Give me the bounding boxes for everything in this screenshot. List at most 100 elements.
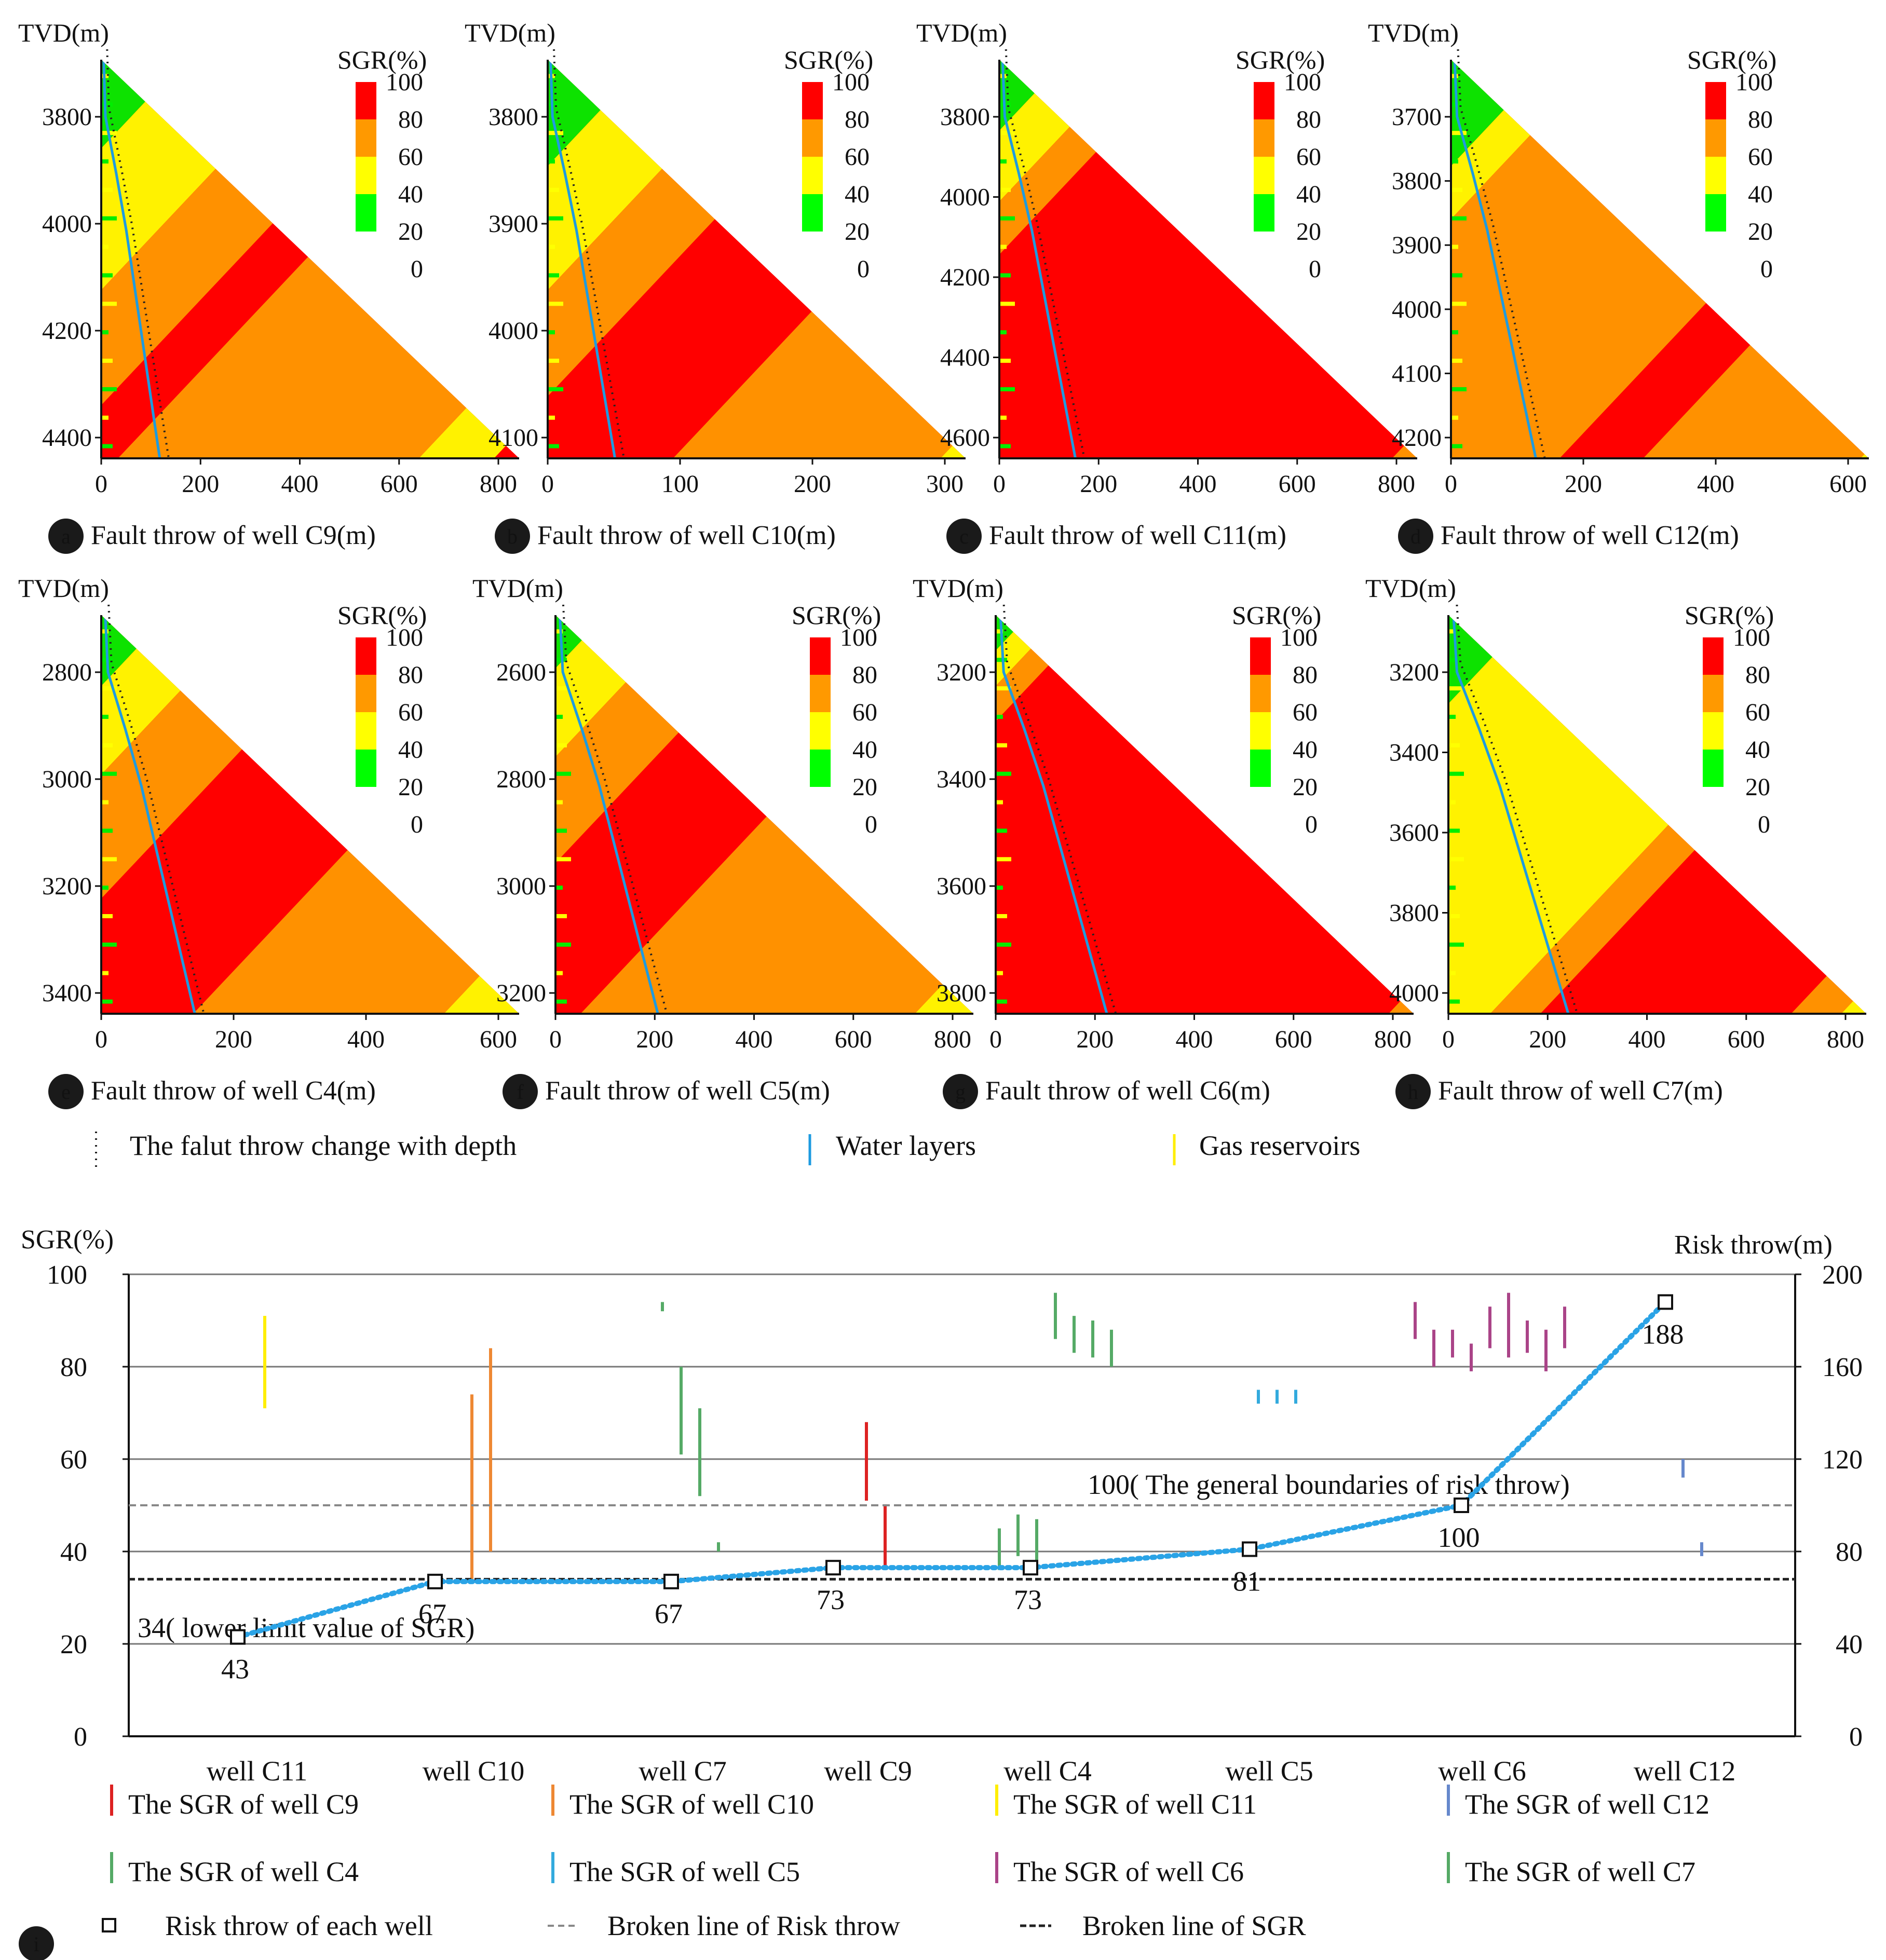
colorbar-tick-label: 40	[1296, 181, 1321, 208]
x-tick-label: 600	[381, 470, 418, 498]
colorbar-tick-label: 0	[865, 811, 877, 838]
legend-label: The SGR of well C12	[1465, 1789, 1709, 1820]
sgr-zone	[999, 60, 1184, 458]
colorbar-segment	[356, 675, 376, 712]
colorbar-tick-label: 0	[857, 255, 870, 283]
fault-throw-curve	[562, 604, 668, 1014]
x-tick-label: 0	[95, 470, 107, 498]
sgr-speckle	[1451, 216, 1467, 221]
panel-caption: Fault throw of well C5(m)	[545, 1076, 830, 1106]
y-tick-label: 4400	[940, 344, 990, 372]
water-legend-text: Water layers	[836, 1130, 976, 1161]
category-label: well C6	[1438, 1755, 1526, 1787]
x-tick-label: 0	[541, 470, 554, 498]
colorbar-tick-label: 80	[1748, 106, 1773, 133]
sgr-speckle	[548, 330, 555, 335]
colorbar-segment	[1703, 750, 1724, 787]
colorbar-segment	[810, 675, 831, 712]
colorbar-tick-label: 0	[411, 811, 423, 838]
y-tick-label: 4600	[940, 424, 990, 452]
panel-caption: Fault throw of well C11(m)	[989, 521, 1286, 550]
sgr-speckle	[555, 857, 571, 862]
sgr-speckle	[555, 629, 563, 634]
y-tick-label: 3400	[937, 766, 986, 793]
colorbar-title: SGR(%)	[1236, 45, 1325, 74]
colorbar-segment	[1250, 712, 1271, 750]
left-tick-label: 20	[60, 1630, 87, 1659]
risk-throw-marker	[427, 1573, 443, 1589]
y-tick-label: 3700	[1392, 103, 1442, 131]
x-tick-label: 200	[215, 1026, 252, 1053]
x-tick-label: 600	[1829, 470, 1867, 498]
colorbar-tick-label: 100	[840, 624, 877, 651]
colorbar-tick-label: 60	[852, 699, 877, 726]
colorbar-segment	[1250, 750, 1271, 787]
sgr-speckle	[555, 771, 571, 776]
colorbar-tick-label: 100	[1280, 624, 1318, 651]
water-layer-line	[999, 615, 1108, 1014]
x-tick-label: 400	[281, 470, 319, 498]
panel-letter: b	[507, 525, 518, 548]
left-tick-label: 80	[60, 1353, 87, 1382]
sgr-speckle	[101, 743, 113, 747]
category-label: well C10	[423, 1755, 525, 1787]
risk-throw-value-label: 43	[221, 1654, 249, 1685]
sgr-speckle	[999, 216, 1015, 221]
sgr-speckle	[1448, 686, 1464, 691]
colorbar-tick-label: 80	[398, 106, 423, 133]
colorbar-tick-label: 80	[1293, 661, 1318, 689]
right-axis-title: Risk throw(m)	[1674, 1230, 1833, 1260]
sgr-speckle	[996, 686, 1011, 691]
colorbar-tick-label: 40	[1745, 736, 1770, 764]
colorbar-title: SGR(%)	[337, 45, 427, 74]
colorbar-segment	[1254, 82, 1274, 119]
sgr-speckle	[555, 999, 567, 1004]
colorbar-tick-label: 20	[1293, 773, 1318, 801]
colorbar-tick-label: 100	[386, 624, 423, 651]
right-tick-label: 80	[1836, 1537, 1863, 1567]
y-tick-label: 4200	[940, 264, 990, 291]
sgr-speckle	[555, 886, 563, 890]
sgr-speckle	[1451, 244, 1458, 249]
colorbar-tick-label: 40	[1293, 736, 1318, 764]
sgr-speckle	[555, 800, 563, 805]
colorbar-segment	[810, 637, 831, 675]
panel-letter-badge	[943, 1074, 978, 1109]
legend-risk-marker-label: Risk throw of each well	[165, 1910, 433, 1941]
y-tick-label: 3800	[1389, 900, 1439, 927]
risk-throw-marker	[825, 1560, 841, 1576]
x-tick-label: 200	[1529, 1026, 1566, 1053]
colorbar-tick-label: 80	[1745, 661, 1770, 689]
y-tick-label: 4000	[489, 317, 538, 345]
sgr-speckle	[1451, 302, 1467, 306]
sgr-speckle	[101, 273, 113, 278]
sgr-speckle	[101, 444, 113, 448]
sgr-zone	[1451, 60, 1602, 458]
y-tick-label: 3400	[42, 979, 92, 1007]
x-tick-label: 800	[1378, 470, 1415, 498]
sgr-speckle	[996, 658, 1007, 662]
sgr-speckle	[555, 828, 567, 833]
y-axis-label: TVD(m)	[1365, 574, 1456, 603]
colorbar-segment	[1703, 675, 1724, 712]
y-axis-label: TVD(m)	[1368, 18, 1459, 47]
y-tick-label: 4400	[42, 424, 92, 452]
panel-letter-badge	[19, 1926, 54, 1960]
colorbar-tick-label: 40	[852, 736, 877, 764]
y-axis-label: TVD(m)	[472, 574, 563, 603]
sgr-zone	[548, 60, 765, 458]
x-tick-label: 800	[1827, 1026, 1864, 1053]
left-axis-title: SGR(%)	[21, 1225, 114, 1255]
y-tick-label: 3800	[937, 979, 986, 1007]
sgr-speckle	[1448, 629, 1456, 634]
sgr-zone	[1841, 615, 1866, 1014]
x-tick-label: 100	[661, 470, 699, 498]
x-tick-label: 400	[1176, 1026, 1213, 1053]
fault-throw-curve	[107, 604, 205, 1014]
colorbar-tick-label: 100	[386, 69, 423, 96]
x-tick-label: 0	[1445, 470, 1457, 498]
sgr-speckle	[101, 359, 113, 363]
colorbar-tick-label: 40	[1748, 181, 1773, 208]
risk-throw-marker	[1454, 1498, 1469, 1513]
sgr-speckle	[548, 387, 563, 391]
